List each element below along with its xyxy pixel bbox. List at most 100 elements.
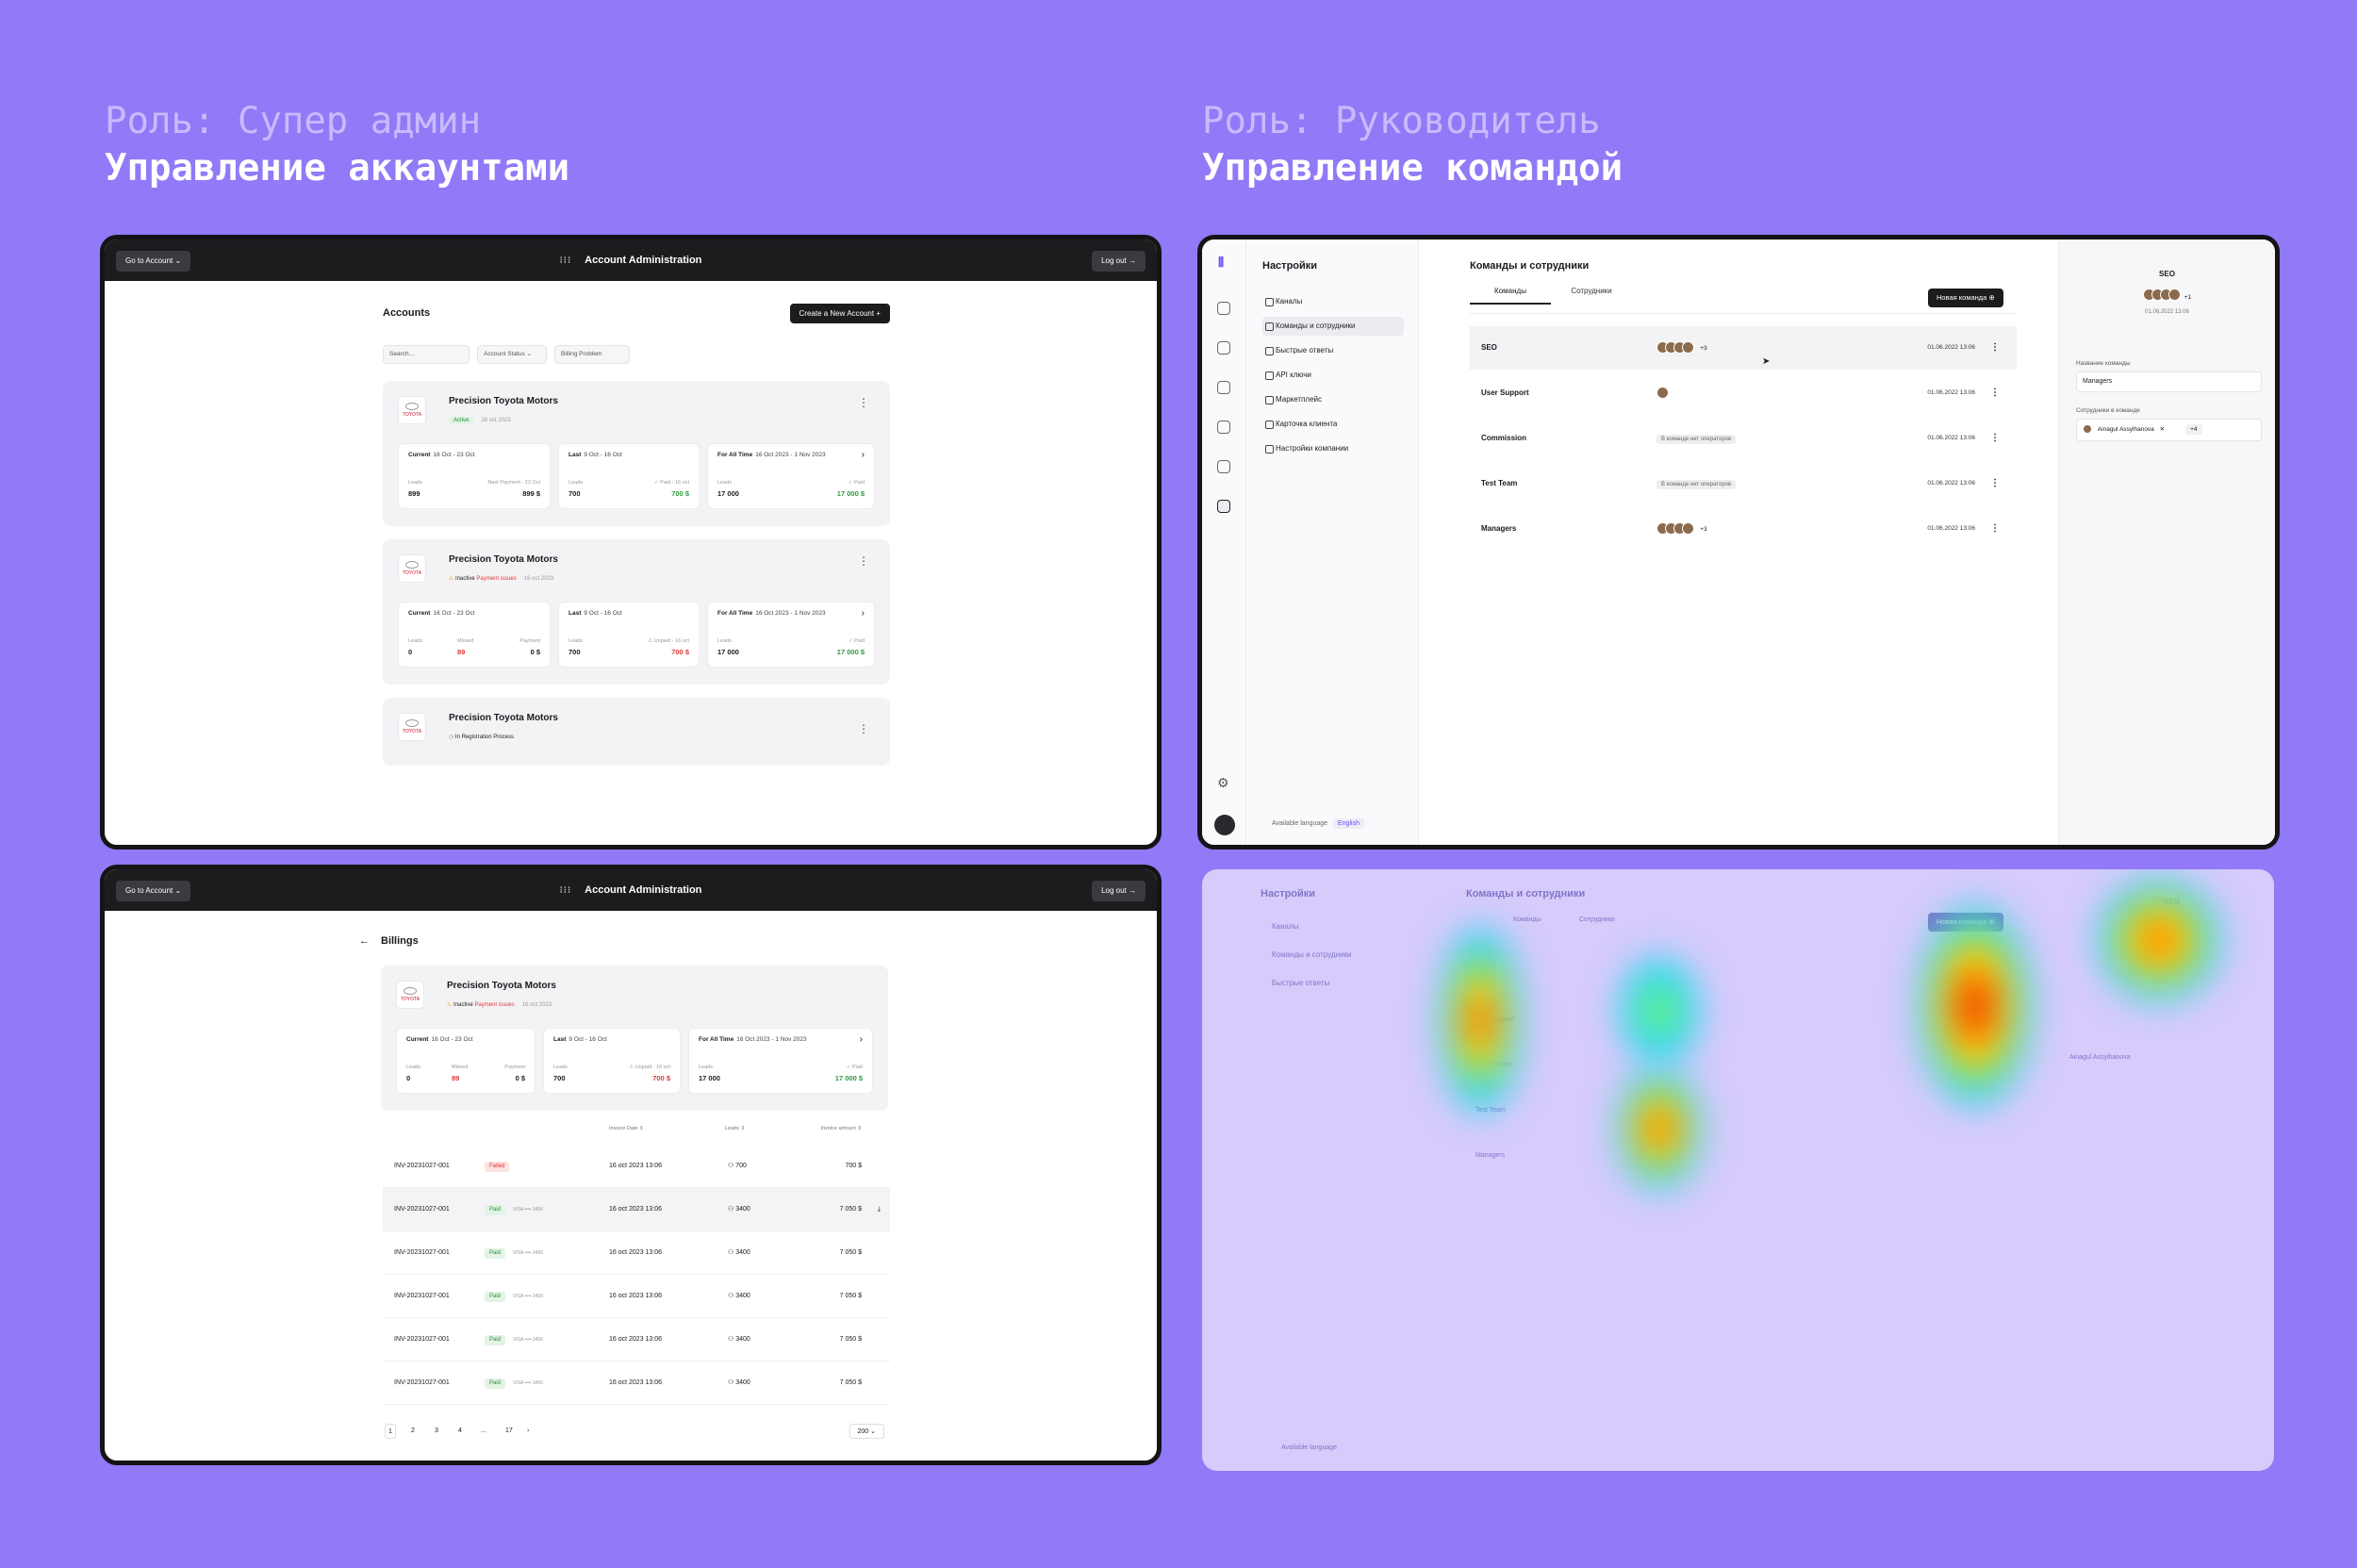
billing-problem-checkbox[interactable]: Billing Problem (554, 345, 630, 364)
team-icon[interactable] (1217, 500, 1230, 513)
table-row[interactable]: INV-20231027-001 Paid VISA •••• 3456 16 … (383, 1318, 890, 1362)
user-icon: ⚇ (728, 1379, 736, 1386)
new-team-button[interactable]: Новая команда ⊕ (1928, 289, 2003, 307)
table-row[interactable]: INV-20231027-001 Paid VISA •••• 3456 16 … (383, 1188, 890, 1231)
accounts-screen: Go to Account ⌄ ⁝⁝⁝ Account Administratio… (100, 235, 1162, 850)
col-leads[interactable]: Leads ⇕ (725, 1126, 746, 1131)
team-row[interactable]: Test Team В команде нет операторов 01.06… (1470, 462, 2017, 505)
heat-blob (1438, 926, 1523, 1114)
col-invoice-date[interactable]: Invoice Date ⇕ (609, 1126, 644, 1131)
all-time-stat[interactable]: For All Time 16 Oct 2023 - 1 Nov 2023 › L… (688, 1028, 873, 1094)
more-icon[interactable]: ⋮ (858, 722, 869, 735)
avatar-group: +3 (1656, 326, 1707, 371)
avatar[interactable] (1214, 815, 1235, 835)
page-ellipsis: ... (481, 1428, 486, 1434)
tab-teams: Команды (1513, 916, 1541, 923)
back-arrow-icon[interactable]: ← (359, 935, 370, 947)
more-icon[interactable]: ⋮ (858, 554, 869, 568)
page-title: Команды и сотрудники (1470, 260, 1590, 272)
menu-client-card[interactable]: Карточка клиента (1262, 415, 1404, 434)
more-icon[interactable]: ⋮ (1990, 478, 2000, 488)
settings-menu: Настройки Каналы Команды и сотрудники Бы… (1247, 239, 1419, 845)
role-label: Роль: Руководитель (1202, 100, 1601, 142)
available-language: Available language (1281, 1444, 1338, 1451)
contacts-icon[interactable] (1217, 381, 1230, 394)
table-row[interactable]: INV-20231027-001 Paid VISA •••• 3456 16 … (383, 1362, 890, 1405)
tab-staff: Сотрудники (1579, 916, 1615, 923)
warning-icon: ⚠ (447, 1002, 454, 1008)
more-icon[interactable]: ⋮ (1990, 388, 2000, 398)
page-4[interactable]: 4 (458, 1428, 462, 1434)
per-page-select[interactable]: 200 ⌄ (849, 1424, 884, 1439)
status-badge: ⚠ Inactive Payment issues 16 oct 2023 (449, 576, 554, 582)
team-name-input[interactable]: Managers (2076, 371, 2262, 392)
table-row[interactable]: INV-20231027-001 Paid VISA •••• 3456 16 … (383, 1275, 890, 1318)
chat-icon[interactable] (1217, 341, 1230, 355)
language-chip[interactable]: English (1333, 818, 1364, 829)
more-icon[interactable]: ⋮ (858, 396, 869, 409)
logout-button[interactable]: Log out → (1092, 251, 1146, 272)
role-label: Роль: Супер админ (105, 100, 482, 142)
all-time-stat[interactable]: For All Time 16 Oct 2023 - 1 Nov 2023 › L… (707, 443, 875, 509)
go-to-account-button[interactable]: Go to Account ⌄ (116, 251, 191, 272)
chevron-right-icon[interactable]: › (861, 608, 865, 619)
team-row[interactable]: User Support 01.06.2022 13:06 ⋮ (1470, 371, 2017, 415)
col-invoice-amount[interactable]: Invoice amount ⇕ (820, 1126, 862, 1131)
team-row[interactable]: Managers +3 01.06.2022 13:06 ⋮ (1470, 507, 2017, 551)
close-icon[interactable]: ✕ (2159, 426, 2166, 433)
section-title: Управление аккаунтами (105, 147, 570, 190)
table-row[interactable]: INV-20231027-001 Paid VISA •••• 3456 16 … (383, 1231, 890, 1275)
menu-company-settings[interactable]: Настройки компании (1262, 439, 1404, 458)
avatar-group: +3 (1656, 507, 1707, 552)
account-name: Precision Toyota Motors (449, 396, 558, 406)
icon-rail: ⦀ ⚙ (1202, 239, 1246, 845)
all-time-stat[interactable]: For All Time 16 Oct 2023 - 1 Nov 2023 › L… (707, 602, 875, 668)
last-period-stat: Last 9 Oct - 16 Oct Leads 700 ⚠ Unpaid - 1… (543, 1028, 681, 1094)
team-row[interactable]: Commission В команде нет операторов 01.0… (1470, 417, 2017, 460)
menu-marketplace[interactable]: Маркетплейс (1262, 390, 1404, 409)
user-icon: ⚇ (728, 1163, 736, 1169)
grid-icon: ⁝⁝⁝ (559, 256, 572, 266)
account-status-filter[interactable]: Account Status ⌄ (477, 345, 547, 364)
chevron-right-icon[interactable]: › (861, 450, 865, 460)
menu-api-keys[interactable]: API ключи (1262, 366, 1404, 385)
team-detail-panel: SEO +1 01.06.2022 13:06 Название команды… (2058, 239, 2275, 845)
more-icon[interactable]: ⋮ (1990, 523, 2000, 534)
tab-staff[interactable]: Сотрудники (1571, 287, 1612, 295)
menu-channels[interactable]: Каналы (1262, 292, 1404, 311)
download-icon[interactable]: ⤓ (877, 1206, 881, 1213)
go-to-account-button[interactable]: Go to Account ⌄ (116, 881, 191, 901)
account-card[interactable]: TOYOTA Precision Toyota Motors ⋮ ⚠ Inact… (383, 539, 890, 685)
page-17[interactable]: 17 (505, 1428, 513, 1434)
account-card[interactable]: TOYOTA Precision Toyota Motors ⋮ Active 1… (383, 381, 890, 526)
page-3[interactable]: 3 (435, 1428, 438, 1434)
panel-title: SEO (2159, 270, 2175, 278)
no-operators-badge: В команде нет операторов (1656, 435, 1737, 444)
staff-field[interactable]: Ainagul Assylhanova ✕ +4 (2076, 419, 2262, 441)
menu-quick-replies: Быстрые ответы (1272, 979, 1330, 987)
chevron-right-icon[interactable]: › (859, 1034, 863, 1045)
current-period-stat: Current 16 Oct - 23 Oct Leads 0 Missed 89 P… (396, 1028, 536, 1094)
search-input[interactable]: Search... (383, 345, 470, 364)
more-icon[interactable]: ⋮ (1990, 342, 2000, 353)
gear-icon[interactable]: ⚙ (1217, 775, 1229, 790)
team-row[interactable]: SEO +3 01.06.2022 13:06 ⋮ (1470, 326, 2017, 370)
toyota-logo: TOYOTA (398, 554, 426, 583)
logout-button[interactable]: Log out → (1092, 881, 1146, 901)
toyota-logo: TOYOTA (396, 981, 424, 1009)
home-icon[interactable] (1217, 302, 1230, 315)
next-page-icon[interactable]: › (527, 1428, 530, 1434)
calendar-icon[interactable] (1217, 460, 1230, 473)
left-heading: Роль: Супер админ Управление аккаунтами (105, 98, 569, 192)
page-1[interactable]: 1 (385, 1424, 396, 1439)
table-row[interactable]: INV-20231027-001 Failed 16 oct 2023 13:0… (383, 1145, 890, 1188)
menu-teams[interactable]: Команды и сотрудники (1262, 317, 1404, 336)
account-card[interactable]: TOYOTA Precision Toyota Motors ⋮ ◷ In Re… (383, 698, 890, 766)
more-icon[interactable]: ⋮ (1990, 433, 2000, 443)
create-account-button[interactable]: Create a New Account + (789, 304, 890, 323)
bot-icon[interactable] (1217, 421, 1230, 434)
tab-teams[interactable]: Команды (1470, 287, 1551, 305)
page-2[interactable]: 2 (411, 1428, 415, 1434)
menu-quick-replies[interactable]: Быстрые ответы (1262, 341, 1404, 360)
top-bar: Go to Account ⌄ ⁝⁝⁝ Account Administratio… (105, 239, 1157, 281)
